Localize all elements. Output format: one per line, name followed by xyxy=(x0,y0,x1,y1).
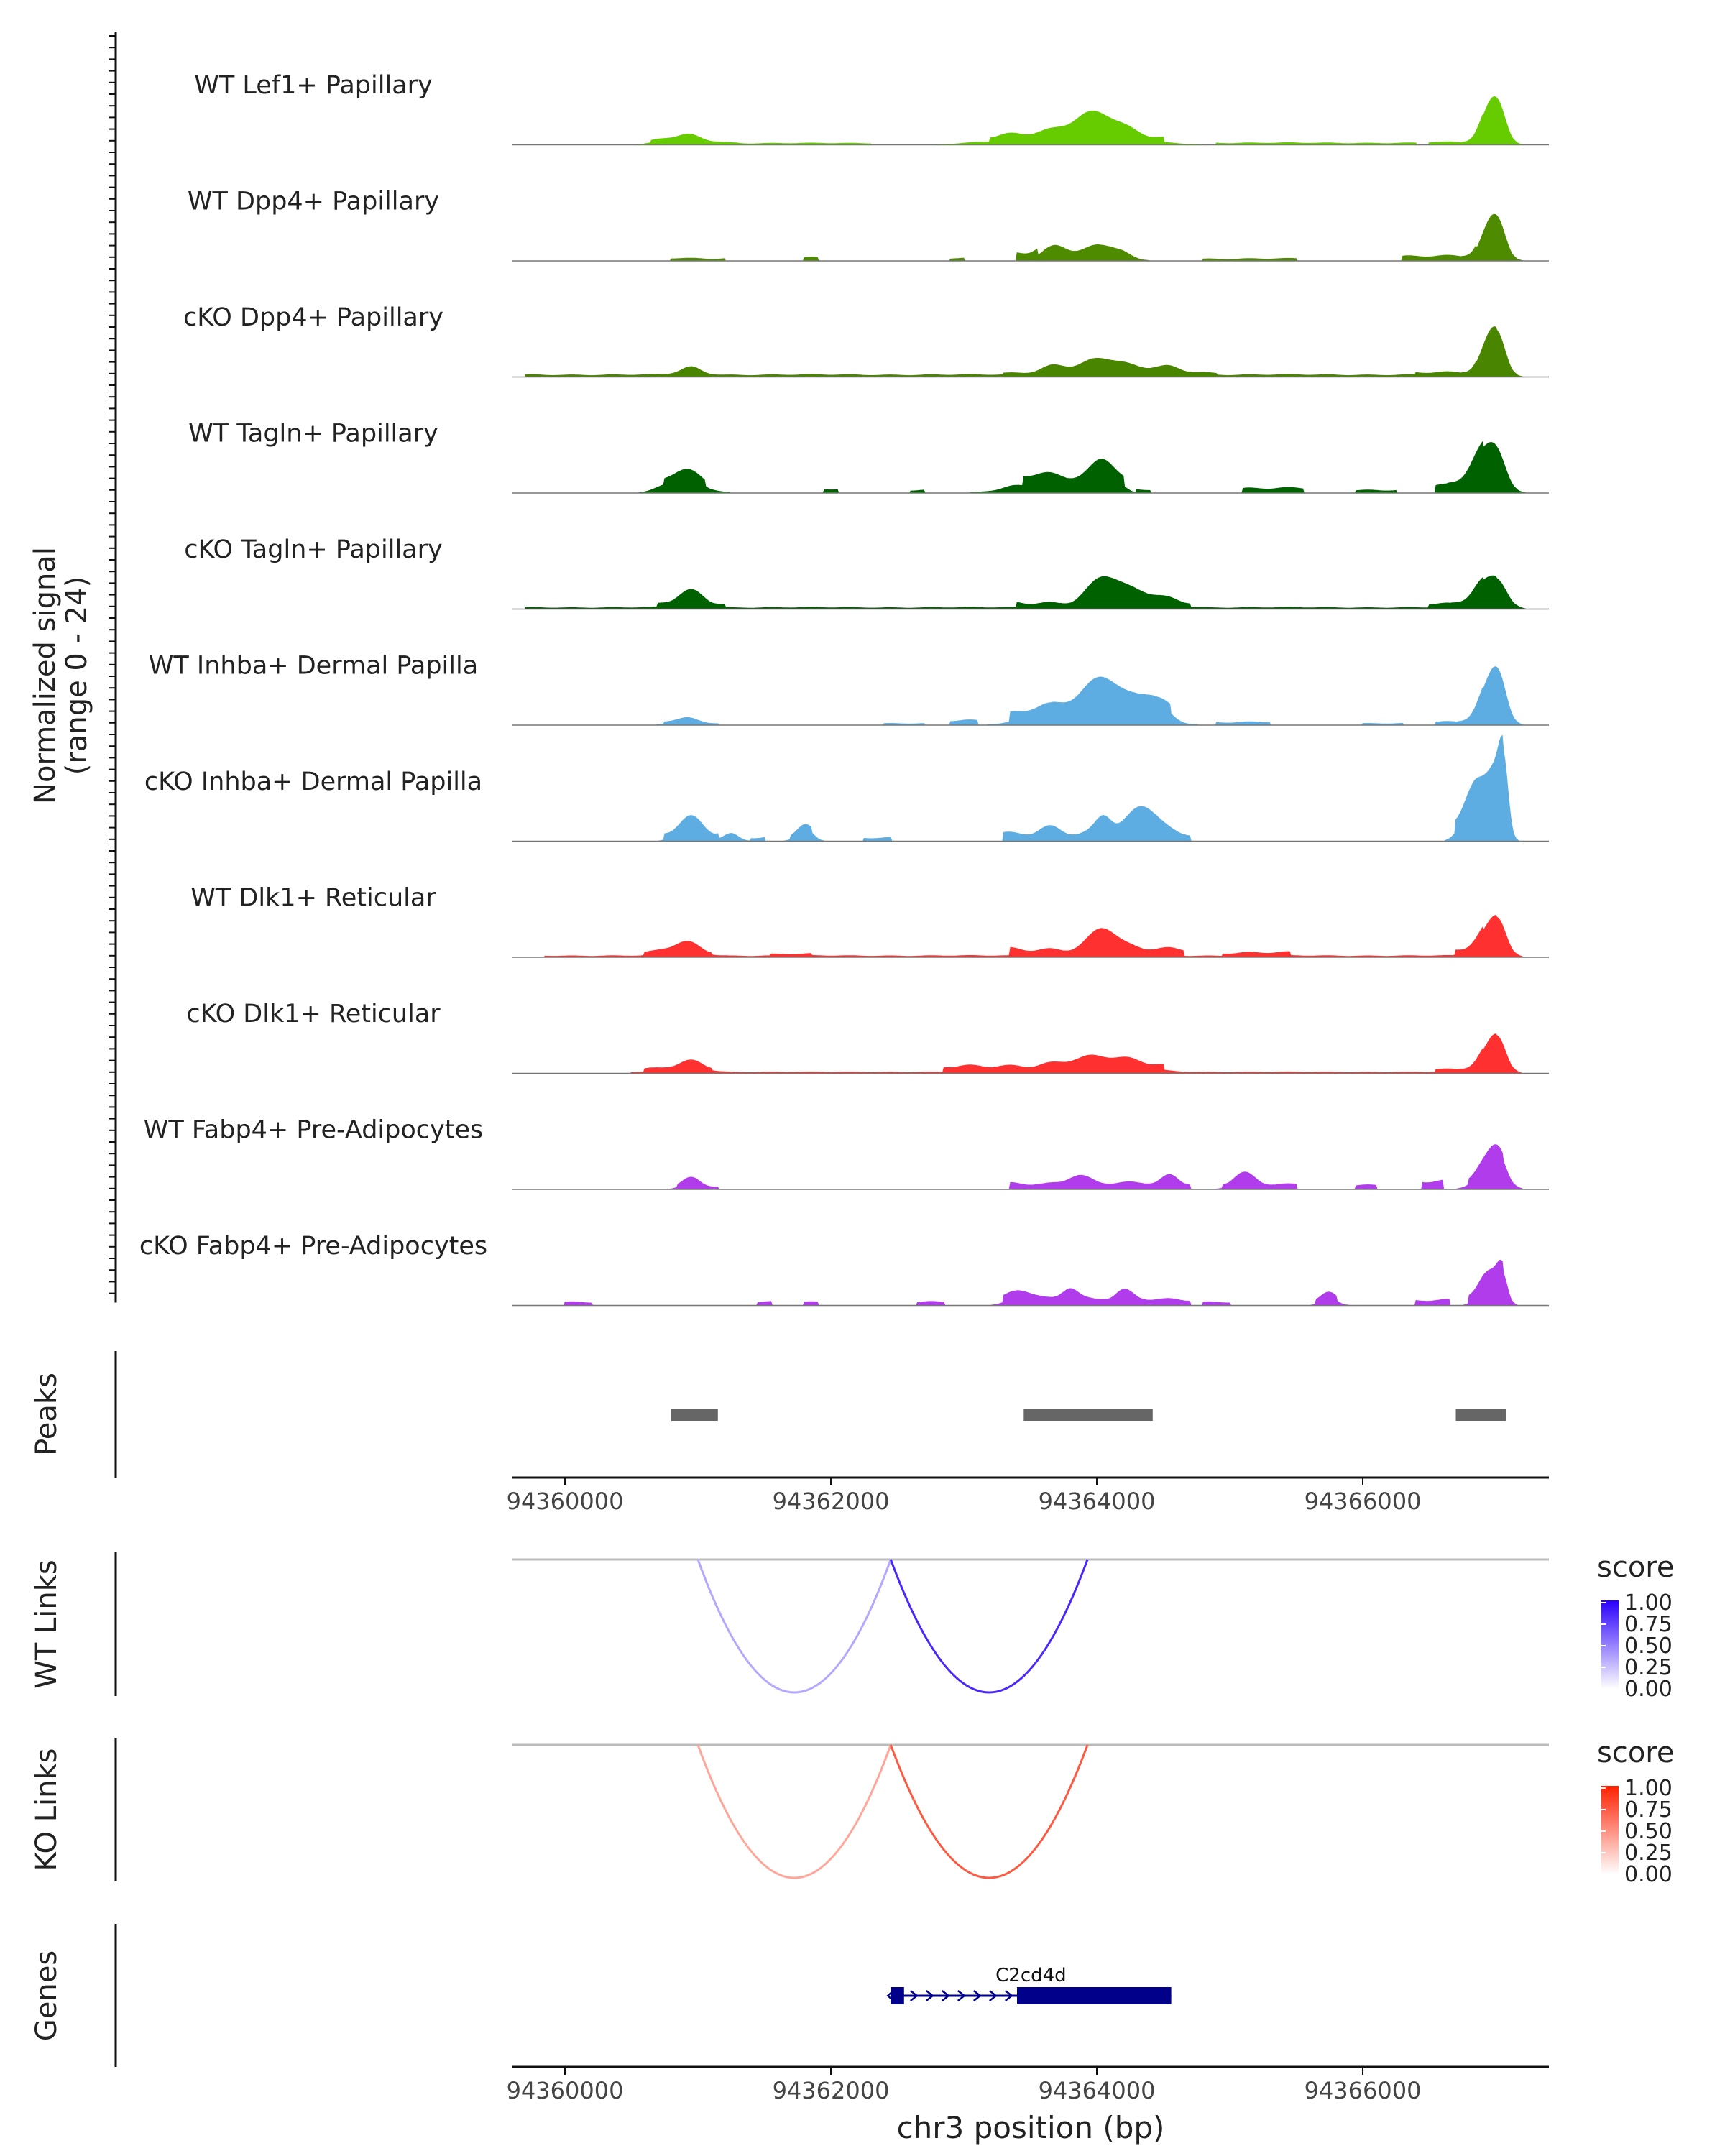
x-tick-label: 94366000 xyxy=(1305,1488,1422,1515)
peaks-x-ticks: 94360000 94362000 94364000 94366000 xyxy=(507,1478,1422,1515)
x-tick-label: 94364000 xyxy=(1039,2077,1156,2104)
legend-tick-label: 0.75 xyxy=(1624,1612,1673,1637)
strand-arrow xyxy=(988,1990,998,2001)
peak-region xyxy=(1024,1409,1153,1421)
x-tick-label: 94362000 xyxy=(773,2077,890,2104)
coverage-track: cKO Inhba+ Dermal Papilla xyxy=(144,734,1549,842)
legend-colorbar xyxy=(1601,1786,1619,1874)
strand-arrow xyxy=(909,1990,919,2001)
peaks-panel: Peaks 94360000 94362000 94364000 94366000 xyxy=(30,1351,1549,1515)
coverage-area xyxy=(525,326,1539,377)
link-arc xyxy=(889,1559,1089,1694)
link-track-label: WT Links xyxy=(30,1560,63,1688)
score-legend: score 1.000.750.500.250.00 xyxy=(1597,1551,1674,1702)
legend-tick-label: 1.00 xyxy=(1624,1590,1673,1616)
gene-exon xyxy=(891,1987,904,2004)
track-label: cKO Fabp4+ Pre-Adipocytes xyxy=(139,1232,487,1261)
genes-panel: Genes C2cd4d 94360000 94362000 94364000 943… xyxy=(30,1924,1549,2145)
legend-tick-label: 0.50 xyxy=(1624,1634,1673,1659)
coverage-track: WT Lef1+ Papillary xyxy=(194,71,1549,146)
x-tick-label: 94362000 xyxy=(773,1488,890,1515)
coverage-tracks: WT Lef1+ Papillary WT Dpp4+ Papillary cKO … xyxy=(139,71,1549,1307)
legend-colorbar xyxy=(1601,1600,1619,1689)
coverage-area xyxy=(525,915,1539,958)
peaks-label: Peaks xyxy=(30,1373,63,1456)
coverage-track: WT Inhba+ Dermal Papilla xyxy=(149,652,1549,726)
track-label: cKO Dpp4+ Papillary xyxy=(183,303,443,332)
track-label: cKO Dlk1+ Reticular xyxy=(186,1000,441,1028)
coverage-panel: Normalized signal (range 0 - 24) WT Lef1… xyxy=(29,32,1549,1307)
x-axis-title: chr3 position (bp) xyxy=(897,2110,1165,2145)
legend-tick-label: 1.00 xyxy=(1624,1776,1673,1801)
gene-models: C2cd4d xyxy=(886,1965,1172,2004)
gene-name: C2cd4d xyxy=(995,1965,1067,1986)
strand-arrow xyxy=(1004,1990,1013,2001)
coverage-area xyxy=(525,96,1539,145)
track-label: cKO Tagln+ Papillary xyxy=(184,535,443,564)
x-tick-label: 94366000 xyxy=(1305,2077,1422,2104)
legend-tick-label: 0.00 xyxy=(1624,1862,1673,1887)
link-track: KO Links score 1.000.750.500.250.00 xyxy=(30,1736,1674,1887)
score-legend: score 1.000.750.500.250.00 xyxy=(1597,1736,1674,1887)
coverage-area xyxy=(525,666,1539,726)
strand-arrow xyxy=(972,1990,982,2001)
track-label: WT Tagln+ Papillary xyxy=(188,420,438,448)
coverage-y-label: Normalized signal xyxy=(29,547,62,804)
coverage-track: WT Fabp4+ Pre-Adipocytes xyxy=(144,1116,1549,1190)
x-tick-label: 94364000 xyxy=(1039,1488,1156,1515)
legend-tick-label: 0.75 xyxy=(1624,1797,1673,1823)
link-track-label: KO Links xyxy=(30,1749,63,1871)
gene-exon xyxy=(1017,1987,1172,2004)
coverage-area xyxy=(525,441,1539,494)
peak-region xyxy=(671,1409,718,1421)
coverage-area xyxy=(525,1033,1539,1074)
coverage-track: WT Tagln+ Papillary xyxy=(188,420,1549,494)
track-label: WT Inhba+ Dermal Papilla xyxy=(149,652,478,681)
peak-regions xyxy=(671,1409,1506,1421)
coverage-area xyxy=(525,1144,1539,1190)
legend-tick-label: 0.25 xyxy=(1624,1655,1673,1680)
genes-x-ticks: 94360000 94362000 94364000 94366000 xyxy=(507,2067,1422,2104)
coverage-y-label-range: (range 0 - 24) xyxy=(60,576,93,775)
legend-title: score xyxy=(1597,1551,1674,1584)
track-label: WT Dlk1+ Reticular xyxy=(190,884,436,913)
peak-region xyxy=(1455,1409,1506,1421)
legend-tick-label: 0.25 xyxy=(1624,1841,1673,1866)
coverage-area xyxy=(525,575,1539,609)
x-tick-label: 94360000 xyxy=(507,1488,624,1515)
gene-model: C2cd4d xyxy=(886,1965,1172,2004)
coverage-track: WT Dlk1+ Reticular xyxy=(190,884,1549,958)
legend-tick-label: 0.00 xyxy=(1624,1677,1673,1702)
track-label: cKO Inhba+ Dermal Papilla xyxy=(144,768,482,796)
coverage-track: WT Dpp4+ Papillary xyxy=(188,188,1549,262)
genes-label: Genes xyxy=(30,1950,63,2041)
strand-arrow xyxy=(941,1990,950,2001)
link-track: WT Links score 1.000.750.500.250.00 xyxy=(30,1551,1674,1702)
strand-arrow xyxy=(957,1990,966,2001)
coverage-y-axis xyxy=(109,32,117,1303)
legend-title: score xyxy=(1597,1736,1674,1769)
legend-tick-label: 0.50 xyxy=(1624,1819,1673,1844)
strand-arrow xyxy=(925,1990,934,2001)
link-arc xyxy=(696,1559,892,1694)
track-label: WT Lef1+ Papillary xyxy=(194,71,433,100)
track-label: WT Fabp4+ Pre-Adipocytes xyxy=(144,1116,483,1145)
link-arc xyxy=(696,1744,892,1879)
track-label: WT Dpp4+ Papillary xyxy=(188,188,439,216)
x-tick-label: 94360000 xyxy=(507,2077,624,2104)
coverage-track: cKO Fabp4+ Pre-Adipocytes xyxy=(139,1232,1549,1307)
link-arc xyxy=(889,1744,1089,1879)
coverage-track: cKO Dpp4+ Papillary xyxy=(183,303,1549,378)
coverage-track: cKO Dlk1+ Reticular xyxy=(186,1000,1549,1074)
coverage-track: cKO Tagln+ Papillary xyxy=(184,535,1549,610)
